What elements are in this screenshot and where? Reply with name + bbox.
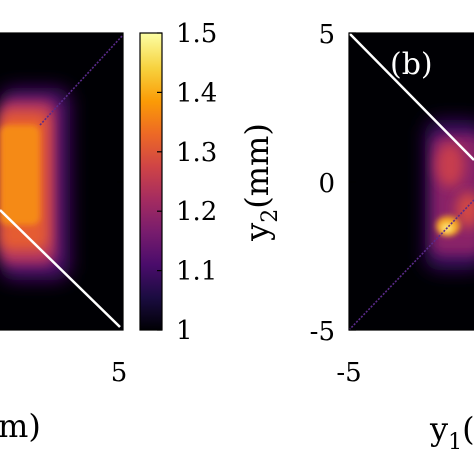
colorbar: 1 1.1 1.2 1.3 1.4 1.5 (139, 19, 217, 346)
svg-text:y2(mm): y2(mm) (238, 123, 283, 242)
panel-b-y-label-sub: 2 (258, 209, 283, 223)
colorbar-ticks: 1 1.1 1.2 1.3 1.4 1.5 (157, 19, 217, 346)
panel-b-y-label-main: y (238, 223, 276, 242)
panel-b-y-axis-label: y2(mm) (238, 123, 283, 242)
panel-a-white-diagonal (0, 209, 121, 328)
panel-a-heat-core (0, 125, 40, 225)
panel-b-x-axis-label: y1( (429, 410, 474, 455)
colorbar-tick-label: 1.1 (176, 257, 217, 287)
panel-a-purple-diagonal (39, 34, 123, 126)
panel-a-x-tick-label: 5 (111, 358, 128, 388)
panel-b-x-label-sub: 1 (448, 430, 462, 455)
panel-b-y-tick-label-5: 5 (318, 20, 335, 50)
panel-a-x-axis-label: m) (0, 407, 41, 445)
colorbar-gradient (139, 32, 163, 331)
panel-b-white-diagonal (349, 33, 474, 161)
panel-b-letter: (b) (390, 47, 433, 82)
panel-b-hotspot-upper (436, 143, 464, 187)
panel-b-x-tick-label-neg5: -5 (336, 358, 361, 388)
panel-b-heatmap (349, 33, 474, 330)
panel-b-x-label-unit: ( (462, 410, 474, 448)
colorbar-tick-label: 1.5 (176, 19, 217, 49)
colorbar-tick-label: 1 (176, 316, 193, 346)
panel-b-y-tick-label-neg5: -5 (310, 317, 335, 347)
panel-b-y-label-unit: (mm) (238, 123, 276, 209)
panel-b-x-label-main: y (429, 410, 448, 448)
colorbar-tick-label: 1.4 (176, 78, 217, 108)
panel-a-heatmap (0, 33, 123, 330)
panel-b-y-tick-label-0: 0 (318, 169, 335, 199)
panel-b-hotspot-right (456, 192, 474, 228)
colorbar-tick-label: 1.2 (176, 197, 217, 227)
colorbar-tick-label: 1.3 (176, 138, 217, 168)
